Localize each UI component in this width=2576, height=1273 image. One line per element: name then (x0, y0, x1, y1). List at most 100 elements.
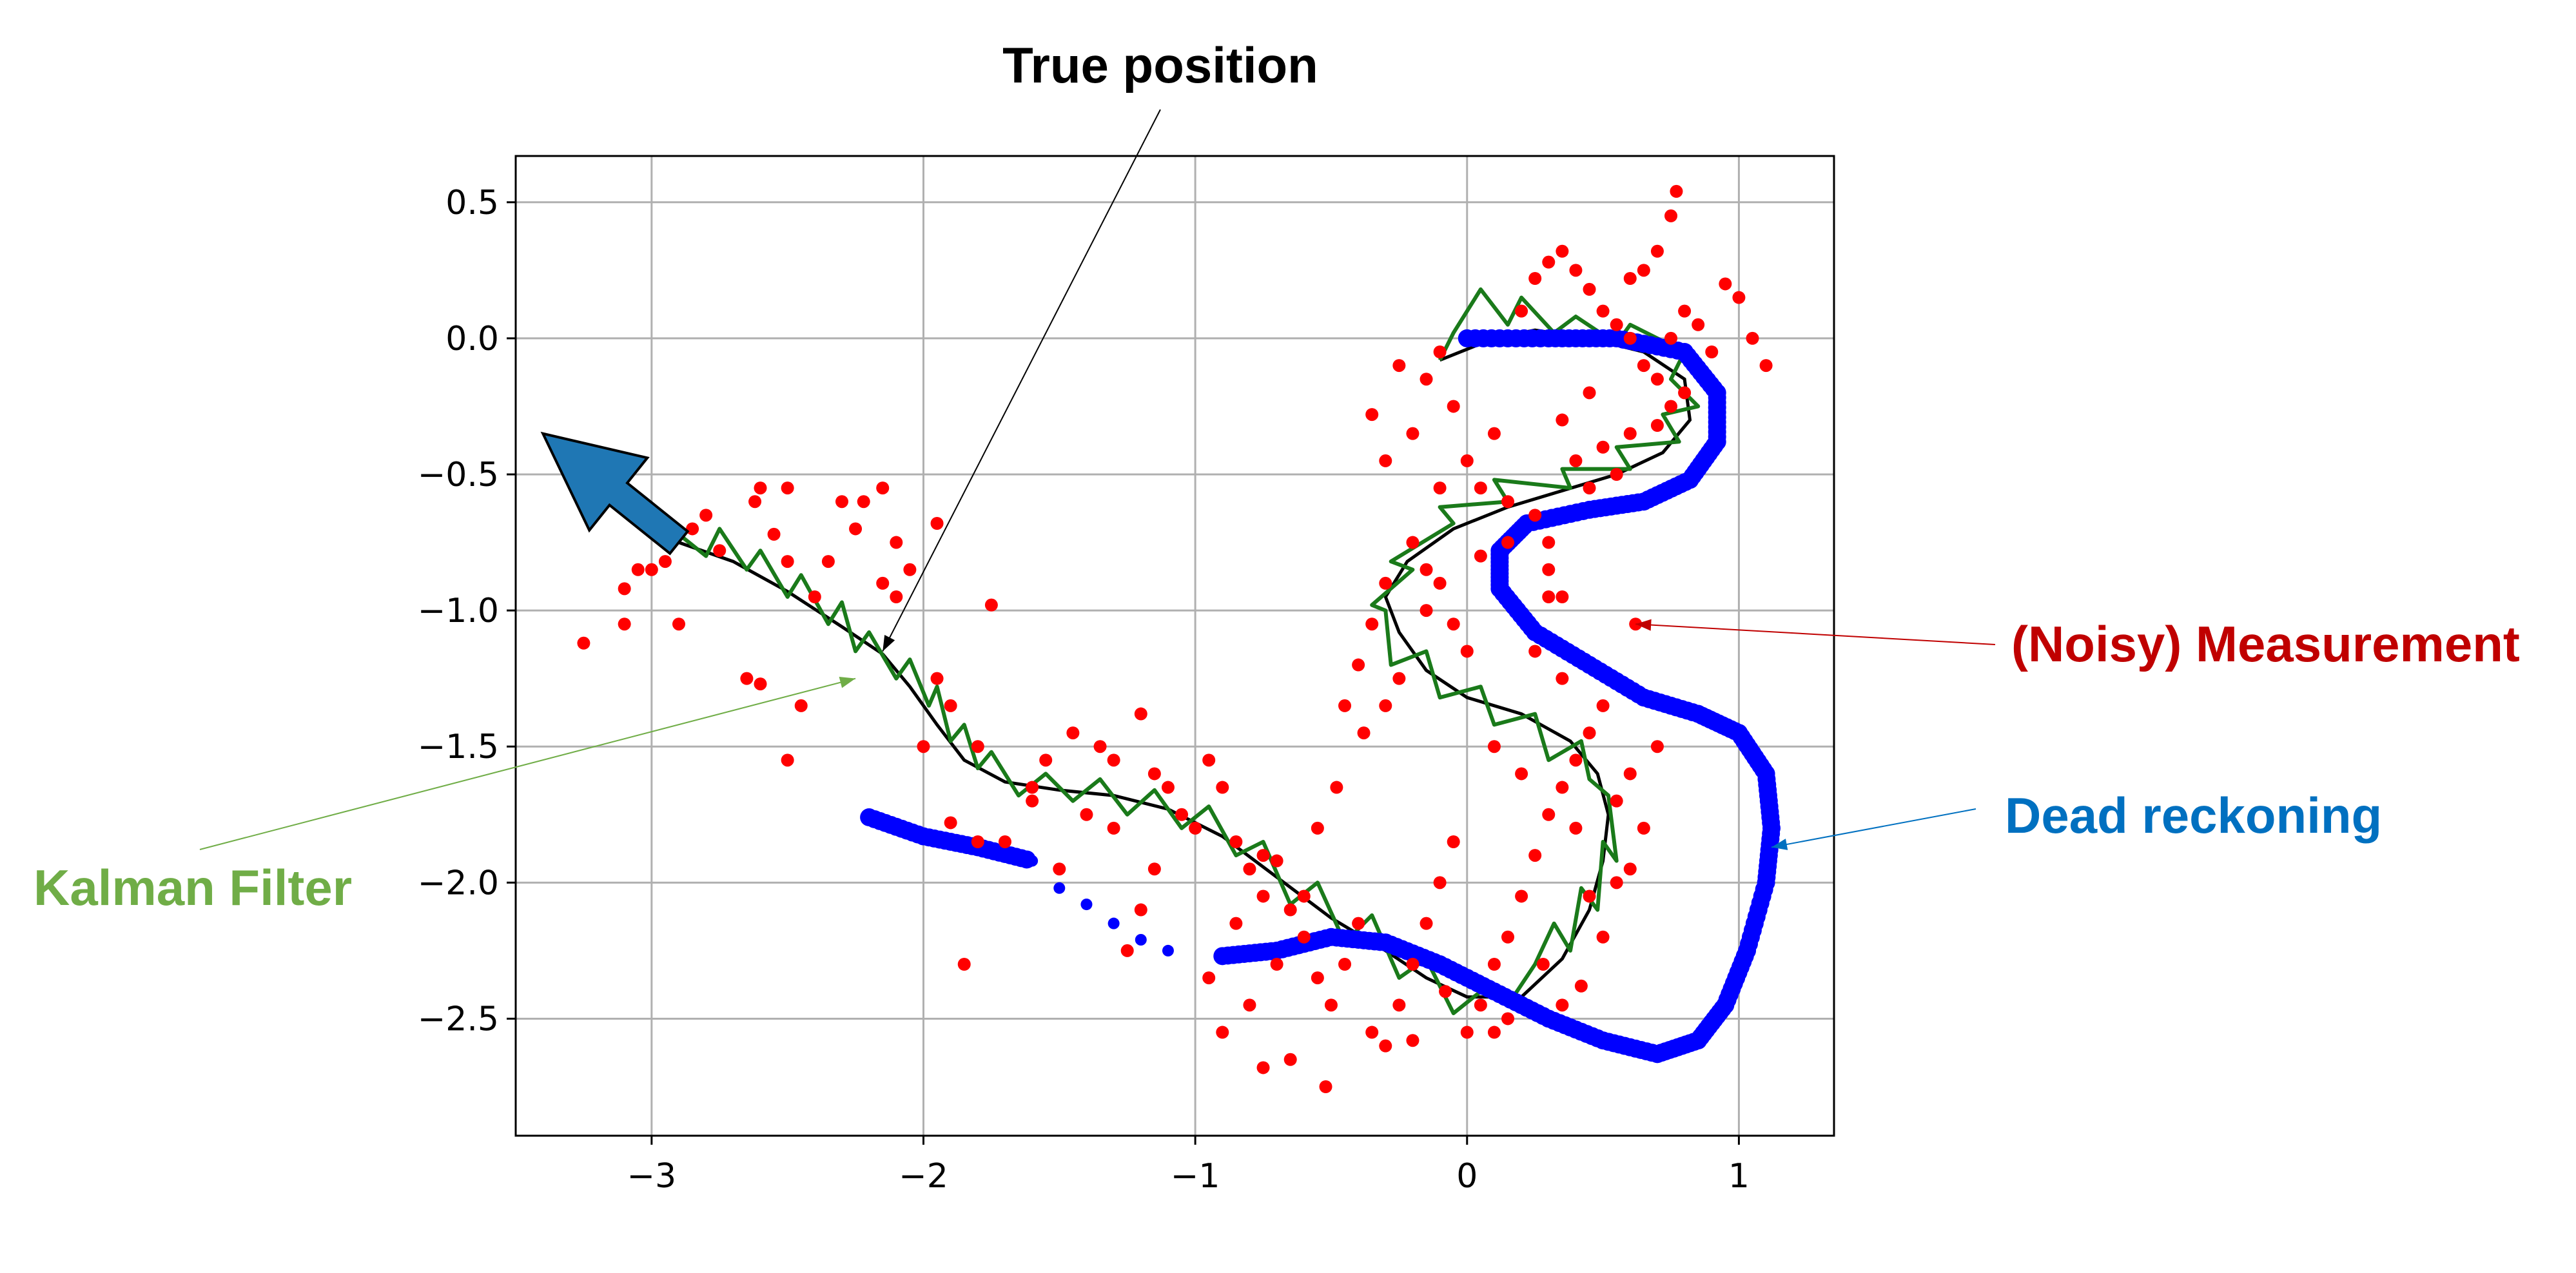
measurement-point (1664, 400, 1678, 413)
measurement-point (1515, 304, 1528, 318)
measurement-point (1406, 427, 1420, 440)
measurement-point (1637, 821, 1650, 835)
measurement-point (1719, 277, 1732, 291)
measurement-point (1610, 794, 1623, 808)
measurement-point (1556, 590, 1569, 603)
dead-reckoning-point (1026, 855, 1039, 867)
dead-reckoning-point (1053, 882, 1066, 894)
measurement-point (645, 563, 658, 576)
measurement-point (930, 517, 944, 530)
measurement-point (1161, 781, 1175, 794)
measurement-point (754, 677, 767, 691)
measurement-series (577, 184, 1773, 1093)
measurement-point (890, 590, 903, 603)
measurement-point (672, 617, 685, 631)
y-tick-label: −2.0 (418, 864, 499, 902)
measurement-point (1365, 617, 1379, 631)
measurement-point (748, 495, 762, 509)
measurement-point (903, 563, 917, 576)
measurement-point (1650, 244, 1664, 258)
measurement-leader-head (1635, 619, 1652, 631)
measurement-point (1705, 345, 1719, 358)
measurement-point (890, 536, 903, 549)
measurement-point (1542, 808, 1556, 821)
measurement-point (1583, 726, 1596, 740)
measurement-point (857, 495, 870, 509)
measurement-point (1202, 971, 1216, 985)
dead-reckoning-leader (1771, 808, 1976, 848)
measurement-point (1460, 454, 1474, 467)
measurement-point (1583, 481, 1596, 495)
measurement-point (1664, 209, 1678, 222)
measurement-point (944, 816, 957, 830)
measurement-point (1324, 998, 1338, 1012)
measurement-point (1392, 359, 1406, 373)
measurement-point (1623, 331, 1637, 345)
measurement-point (1487, 427, 1501, 440)
measurement-point (1515, 889, 1528, 903)
measurement-point (1447, 617, 1460, 631)
measurement-point (1189, 821, 1202, 835)
heading-arrow (540, 431, 690, 556)
measurement-point (944, 699, 957, 712)
measurement-point (1528, 272, 1542, 285)
dead-reckoning-series (860, 329, 1781, 1064)
measurement-point (1542, 536, 1556, 549)
measurement-point (1026, 781, 1039, 794)
measurement-point (1338, 958, 1352, 971)
measurement-point (1623, 767, 1637, 781)
measurement-point (1229, 835, 1243, 848)
measurement-point (1670, 184, 1683, 198)
measurement-point (767, 527, 781, 541)
measurement-point (1433, 576, 1447, 590)
measurement-point (1066, 726, 1080, 740)
true-position-line (678, 328, 1692, 999)
measurement-point (1147, 862, 1161, 876)
x-tick-label: 0 (1456, 1157, 1478, 1196)
measurement-point (1610, 876, 1623, 889)
measurement-point (1596, 699, 1610, 712)
measurement-point (1556, 998, 1569, 1012)
grid-lines (516, 156, 1834, 1136)
measurement-point (1216, 1025, 1229, 1039)
measurement-point (1379, 1039, 1392, 1053)
measurement-point (618, 617, 631, 631)
measurement-point (1283, 903, 1297, 917)
measurement-point (658, 555, 672, 568)
dead-reckoning-point (1107, 917, 1120, 929)
y-tick-label: 0.0 (445, 320, 499, 358)
measurement-point (1623, 862, 1637, 876)
measurement-point (1270, 958, 1283, 971)
x-tick-label: 1 (1728, 1157, 1750, 1196)
label-measurement: (Noisy) Measurement (2011, 616, 2520, 672)
measurement-point (1433, 345, 1447, 358)
measurement-point (1379, 576, 1392, 590)
measurement-point (1297, 889, 1311, 903)
measurement-point (1569, 821, 1583, 835)
measurement-point (1474, 481, 1487, 495)
measurement-point (1243, 998, 1256, 1012)
measurement-point (849, 522, 863, 536)
measurement-point (876, 481, 890, 495)
measurement-point (1650, 373, 1664, 386)
annotation-layer: True position (Noisy) Measurement Dead r… (34, 37, 2520, 916)
measurement-point (1501, 930, 1515, 944)
measurement-point (1420, 563, 1433, 576)
measurement-point (1352, 917, 1365, 930)
measurement-point (1447, 835, 1460, 848)
measurement-point (1330, 781, 1343, 794)
dead-reckoning-point (1458, 329, 1476, 347)
measurement-point (1528, 849, 1542, 862)
measurement-point (1569, 753, 1583, 767)
true-position-leader (882, 109, 1161, 652)
measurement-point (1093, 740, 1107, 753)
measurement-point (957, 958, 971, 971)
measurement-point (1678, 386, 1692, 400)
measurement-point (713, 544, 727, 558)
measurement-point (1610, 318, 1623, 331)
measurement-point (1732, 291, 1746, 304)
measurement-point (1439, 985, 1452, 998)
measurement-point (1664, 331, 1678, 345)
measurement-point (1392, 998, 1406, 1012)
